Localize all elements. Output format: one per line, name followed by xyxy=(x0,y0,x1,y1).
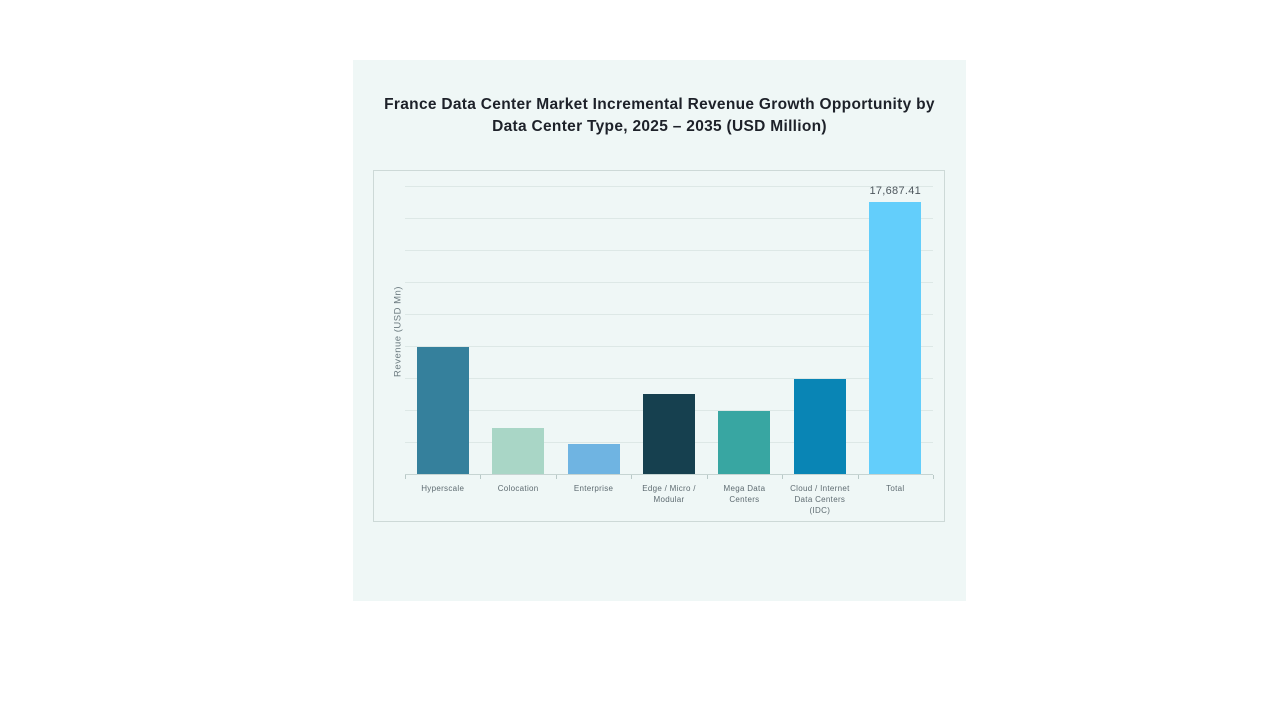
gridline xyxy=(405,314,933,315)
chart-title-line-1: France Data Center Market Incremental Re… xyxy=(384,96,935,113)
x-axis-tick xyxy=(480,475,482,479)
chart-panel: Revenue (USD Mn) 17,687.41 Hyperscale Col… xyxy=(373,170,945,522)
x-axis-tick xyxy=(631,475,633,479)
bar-value-label: 17,687.41 xyxy=(869,185,922,198)
chart-title: France Data Center Market Incremental Re… xyxy=(353,94,966,138)
x-axis-tick xyxy=(706,475,708,479)
category-label: Total xyxy=(886,484,905,493)
bar-column xyxy=(556,171,631,475)
category-label: Hyperscale xyxy=(421,484,465,493)
gridline xyxy=(405,282,933,283)
category-label: Cloud / Internet Data Centers (IDC) xyxy=(790,484,850,515)
bar-column xyxy=(405,171,480,475)
bar xyxy=(869,202,922,474)
x-axis-tick xyxy=(857,475,859,479)
x-axis-tick xyxy=(405,475,406,479)
category-label: Enterprise xyxy=(573,484,614,493)
x-axis-tick xyxy=(933,475,934,479)
bar xyxy=(492,427,545,474)
y-axis-label: Revenue (USD Mn) xyxy=(392,286,404,377)
category-label: Colocation xyxy=(497,484,539,493)
gridline xyxy=(405,186,933,187)
bar-column xyxy=(480,171,555,475)
gridline xyxy=(405,346,933,347)
chart-title-line-2: Data Center Type, 2025 – 2035 (USD Milli… xyxy=(492,118,827,135)
chart-card: France Data Center Market Incremental Re… xyxy=(353,60,966,601)
bar xyxy=(642,394,695,474)
bar-column xyxy=(782,171,857,475)
x-axis-tick xyxy=(782,475,784,479)
gridline xyxy=(405,378,933,379)
bar xyxy=(567,443,620,474)
bar xyxy=(718,411,771,474)
gridline xyxy=(405,218,933,219)
bar xyxy=(793,378,846,474)
category-label: Mega Data Centers xyxy=(723,484,766,504)
plot-area: 17,687.41 xyxy=(405,171,933,475)
bar-column: 17,687.41 xyxy=(858,171,933,475)
x-axis-baseline xyxy=(405,474,933,475)
bar-column xyxy=(707,171,782,475)
bar-column xyxy=(631,171,706,475)
bar xyxy=(416,346,469,474)
x-axis-category-labels: Hyperscale Colocation Enterprise Edge / Mic… xyxy=(405,483,933,519)
x-axis-tick xyxy=(555,475,557,479)
category-label: Edge / Micro / Modular xyxy=(642,484,696,504)
gridline xyxy=(405,250,933,251)
